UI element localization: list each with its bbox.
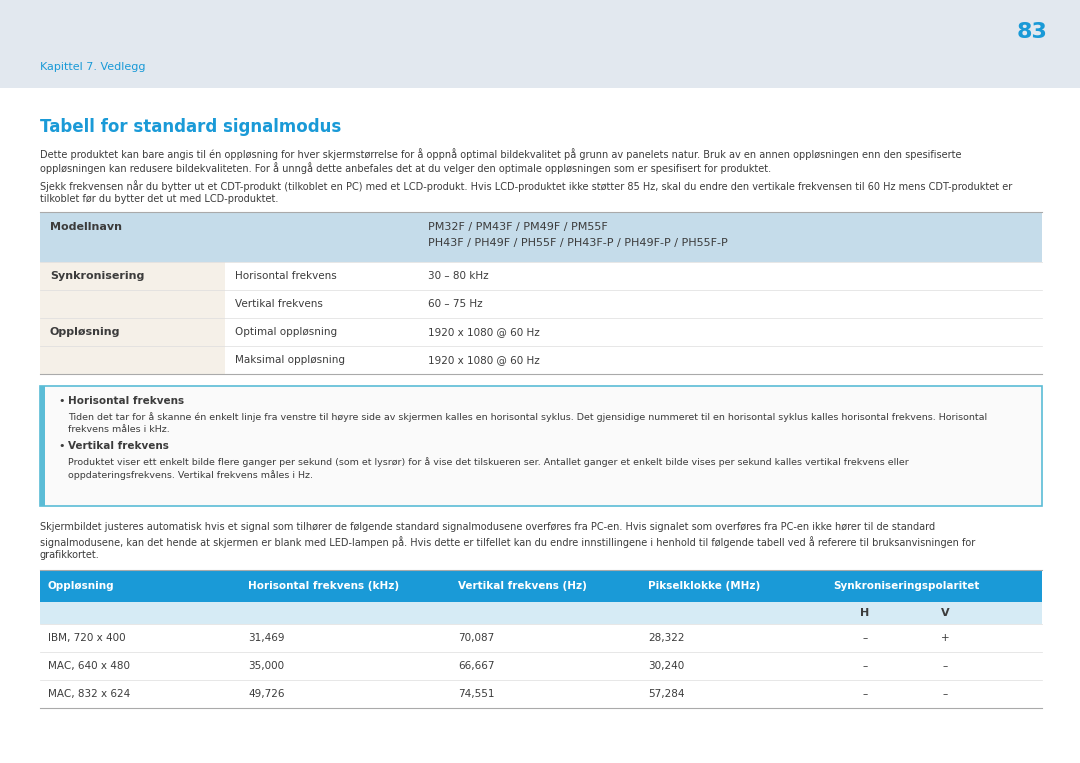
Text: IBM, 720 x 400: IBM, 720 x 400 (48, 633, 125, 643)
Text: 74,551: 74,551 (458, 689, 495, 699)
Text: –: – (862, 633, 867, 643)
Text: 1920 x 1080 @ 60 Hz: 1920 x 1080 @ 60 Hz (428, 355, 540, 365)
Text: Oppløsning: Oppløsning (48, 581, 114, 591)
Text: Synkroniseringspolaritet: Synkroniseringspolaritet (833, 581, 980, 591)
Text: Skjermbildet justeres automatisk hvis et signal som tilhører de følgende standar: Skjermbildet justeres automatisk hvis et… (40, 522, 935, 532)
Text: Optimal oppløsning: Optimal oppløsning (235, 327, 337, 337)
Bar (40, 386, 45, 506)
Text: frekvens måles i kHz.: frekvens måles i kHz. (68, 425, 170, 434)
Text: –: – (943, 689, 947, 699)
Text: Kapittel 7. Vedlegg: Kapittel 7. Vedlegg (40, 62, 146, 72)
Text: –: – (943, 661, 947, 671)
Text: –: – (862, 689, 867, 699)
Bar (40, 602, 1042, 624)
Text: oppdateringsfrekvens. Vertikal frekvens måles i Hz.: oppdateringsfrekvens. Vertikal frekvens … (68, 470, 313, 480)
Text: PM32F / PM43F / PM49F / PM55F: PM32F / PM43F / PM49F / PM55F (428, 222, 608, 232)
Text: 57,284: 57,284 (648, 689, 685, 699)
Text: Horisontal frekvens: Horisontal frekvens (68, 396, 184, 406)
Bar (40, 570, 1042, 602)
FancyBboxPatch shape (40, 386, 1042, 506)
Text: MAC, 832 x 624: MAC, 832 x 624 (48, 689, 131, 699)
Text: 30,240: 30,240 (648, 661, 685, 671)
Text: Pikselklokke (MHz): Pikselklokke (MHz) (648, 581, 760, 591)
Text: V: V (941, 608, 949, 618)
Text: Horisontal frekvens: Horisontal frekvens (235, 271, 337, 281)
Text: Vertikal frekvens (Hz): Vertikal frekvens (Hz) (458, 581, 586, 591)
Text: Synkronisering: Synkronisering (50, 271, 145, 281)
Text: Oppløsning: Oppløsning (50, 327, 121, 337)
Text: Tabell for standard signalmodus: Tabell for standard signalmodus (40, 118, 341, 136)
Bar (40, 318, 225, 374)
Text: •: • (58, 396, 65, 406)
Text: 70,087: 70,087 (458, 633, 495, 643)
Text: +: + (941, 633, 949, 643)
Text: Sjekk frekvensen når du bytter ut et CDT-produkt (tilkoblet en PC) med et LCD-pr: Sjekk frekvensen når du bytter ut et CDT… (40, 180, 1012, 192)
Text: 30 – 80 kHz: 30 – 80 kHz (428, 271, 488, 281)
Text: Modellnavn: Modellnavn (50, 222, 122, 232)
Text: H: H (861, 608, 869, 618)
Text: tilkoblet før du bytter det ut med LCD-produktet.: tilkoblet før du bytter det ut med LCD-p… (40, 194, 279, 204)
Text: 35,000: 35,000 (248, 661, 284, 671)
Text: 83: 83 (1017, 22, 1048, 42)
Text: Tiden det tar for å skanne én enkelt linje fra venstre til høyre side av skjerme: Tiden det tar for å skanne én enkelt lin… (68, 412, 987, 422)
Text: 1920 x 1080 @ 60 Hz: 1920 x 1080 @ 60 Hz (428, 327, 540, 337)
Text: Produktet viser ett enkelt bilde flere ganger per sekund (som et lysrør) for å v: Produktet viser ett enkelt bilde flere g… (68, 457, 908, 467)
Text: MAC, 640 x 480: MAC, 640 x 480 (48, 661, 130, 671)
Text: Maksimal oppløsning: Maksimal oppløsning (235, 355, 345, 365)
Text: 60 – 75 Hz: 60 – 75 Hz (428, 299, 483, 309)
Text: Horisontal frekvens (kHz): Horisontal frekvens (kHz) (248, 581, 400, 591)
Text: •: • (58, 441, 65, 451)
Text: 31,469: 31,469 (248, 633, 284, 643)
Bar (40, 262, 225, 318)
Text: Vertikal frekvens: Vertikal frekvens (68, 441, 168, 451)
Text: 28,322: 28,322 (648, 633, 685, 643)
Text: 66,667: 66,667 (458, 661, 495, 671)
Bar (40, 212, 1042, 262)
Text: grafikkortet.: grafikkortet. (40, 550, 99, 560)
Text: signalmodusene, kan det hende at skjermen er blank med LED-lampen på. Hvis dette: signalmodusene, kan det hende at skjerme… (40, 536, 975, 548)
Text: Vertikal frekvens: Vertikal frekvens (235, 299, 323, 309)
Text: Dette produktet kan bare angis til én oppløsning for hver skjermstørrelse for å : Dette produktet kan bare angis til én op… (40, 148, 961, 160)
Text: 49,726: 49,726 (248, 689, 284, 699)
Text: PH43F / PH49F / PH55F / PH43F-P / PH49F-P / PH55F-P: PH43F / PH49F / PH55F / PH43F-P / PH49F-… (428, 238, 728, 248)
Bar (0, 0, 1080, 88)
Text: –: – (862, 661, 867, 671)
Text: oppløsningen kan redusere bildekvaliteten. For å unngå dette anbefales det at du: oppløsningen kan redusere bildekvalitete… (40, 162, 771, 174)
